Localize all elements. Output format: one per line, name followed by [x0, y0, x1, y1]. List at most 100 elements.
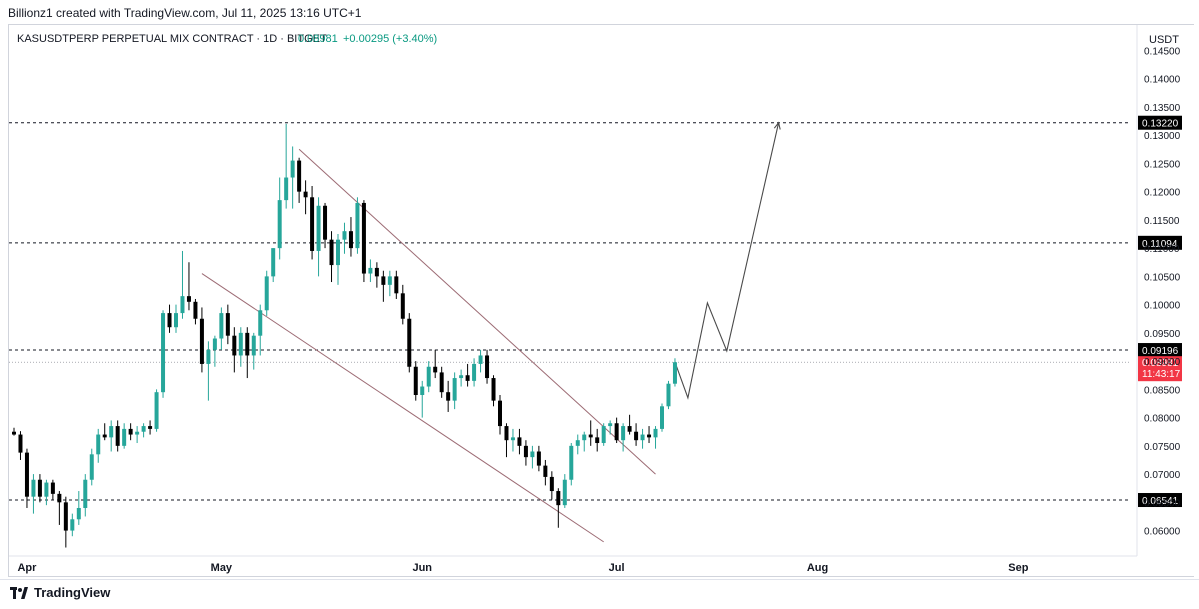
candle: [232, 327, 237, 373]
candle-body: [232, 335, 237, 356]
candle: [18, 431, 23, 460]
candle: [387, 270, 392, 297]
candle-body: [608, 423, 613, 427]
candle-body: [342, 231, 347, 240]
candle-body: [510, 437, 515, 441]
candle-body: [24, 452, 29, 497]
chart-area[interactable]: KASUSDTPERP PERPETUAL MIX CONTRACT · 1D …: [8, 24, 1194, 577]
candle-body: [63, 502, 68, 531]
tradingview-logo[interactable]: TradingView: [10, 585, 110, 600]
candle-body: [536, 451, 541, 466]
candle-body: [420, 386, 425, 396]
projection-arrowhead: [773, 121, 781, 130]
candle: [478, 349, 483, 373]
symbol-title: KASUSDTPERP PERPETUAL MIX CONTRACT · 1D …: [17, 33, 327, 45]
candle-body: [459, 375, 464, 379]
candle-body: [627, 426, 632, 432]
candle-body: [128, 428, 133, 435]
candle: [517, 428, 522, 455]
footer-bar: TradingView: [0, 579, 1199, 609]
candle-body: [634, 431, 639, 441]
candle-body: [154, 392, 159, 429]
level-tag-label: 0.09196: [1142, 346, 1179, 357]
candle-body: [57, 493, 62, 503]
y-tick-label: 0.08000: [1144, 414, 1181, 425]
candle: [102, 423, 107, 441]
candle: [284, 123, 289, 209]
candle-body: [89, 454, 94, 480]
level-tag: [1138, 493, 1182, 508]
y-tick-label: 0.13500: [1144, 103, 1181, 114]
candle: [394, 270, 399, 299]
candle-body: [569, 445, 574, 480]
candle-body: [31, 479, 36, 497]
candle: [277, 177, 282, 260]
candle: [206, 341, 211, 401]
candle-body: [336, 239, 340, 266]
candlestick-chart[interactable]: KASUSDTPERP PERPETUAL MIX CONTRACT · 1D …: [9, 25, 1195, 578]
candle: [316, 197, 321, 277]
candle-body: [76, 507, 81, 520]
candle-body: [245, 332, 250, 356]
candle: [459, 369, 464, 387]
candle-body: [394, 276, 399, 294]
candle: [420, 380, 425, 418]
candle: [523, 440, 528, 466]
candle: [569, 443, 574, 486]
candle: [258, 304, 263, 356]
candle-body: [426, 366, 431, 387]
candle-body: [381, 276, 386, 285]
level-tag-label: 0.13220: [1142, 119, 1179, 130]
candle-body: [180, 296, 185, 314]
candle: [413, 361, 418, 401]
candle-body: [167, 313, 172, 328]
candle-body: [543, 465, 548, 477]
channel-line: [201, 273, 604, 543]
candle: [63, 496, 68, 548]
y-tick-label: 0.09500: [1144, 329, 1181, 340]
tradingview-logo-text: TradingView: [34, 585, 111, 600]
candle-body: [284, 177, 289, 201]
candle: [264, 270, 269, 316]
channel-line: [298, 148, 656, 475]
candle: [485, 349, 490, 384]
candle: [614, 417, 619, 444]
candle-body: [277, 200, 282, 249]
candle: [660, 403, 664, 432]
candle-body: [575, 440, 580, 446]
candle-body: [588, 434, 593, 438]
candle: [439, 366, 444, 398]
candle: [452, 372, 457, 410]
candle-body: [115, 426, 120, 446]
level-tag: [1138, 235, 1182, 250]
candle-body: [141, 426, 146, 432]
candle: [510, 428, 515, 452]
candle: [271, 248, 276, 283]
candle: [50, 479, 55, 500]
y-tick-label: 0.06500: [1144, 498, 1181, 509]
candle-body: [290, 160, 295, 178]
candle-body: [18, 434, 23, 453]
y-tick-label: 0.07500: [1144, 442, 1181, 453]
candle: [219, 307, 224, 350]
candle: [167, 304, 172, 333]
price-change-value: +0.00295 (+3.40%): [343, 33, 437, 45]
candle: [303, 180, 308, 215]
candle: [491, 375, 496, 407]
candle-body: [310, 197, 315, 251]
candle-body: [368, 267, 373, 274]
candle-body: [264, 276, 269, 311]
candle-body: [374, 267, 379, 277]
candle: [407, 313, 412, 373]
candle-body: [174, 313, 178, 328]
candle: [115, 420, 120, 452]
level-tag-label: 0.06541: [1142, 496, 1179, 507]
last-price-tag: [1138, 356, 1182, 382]
candle: [251, 332, 256, 370]
tradingview-logo-icon: [10, 586, 28, 599]
candle: [186, 262, 191, 311]
candle-body: [271, 248, 276, 277]
candle: [12, 427, 16, 436]
candle: [621, 423, 626, 452]
candle: [498, 395, 502, 435]
